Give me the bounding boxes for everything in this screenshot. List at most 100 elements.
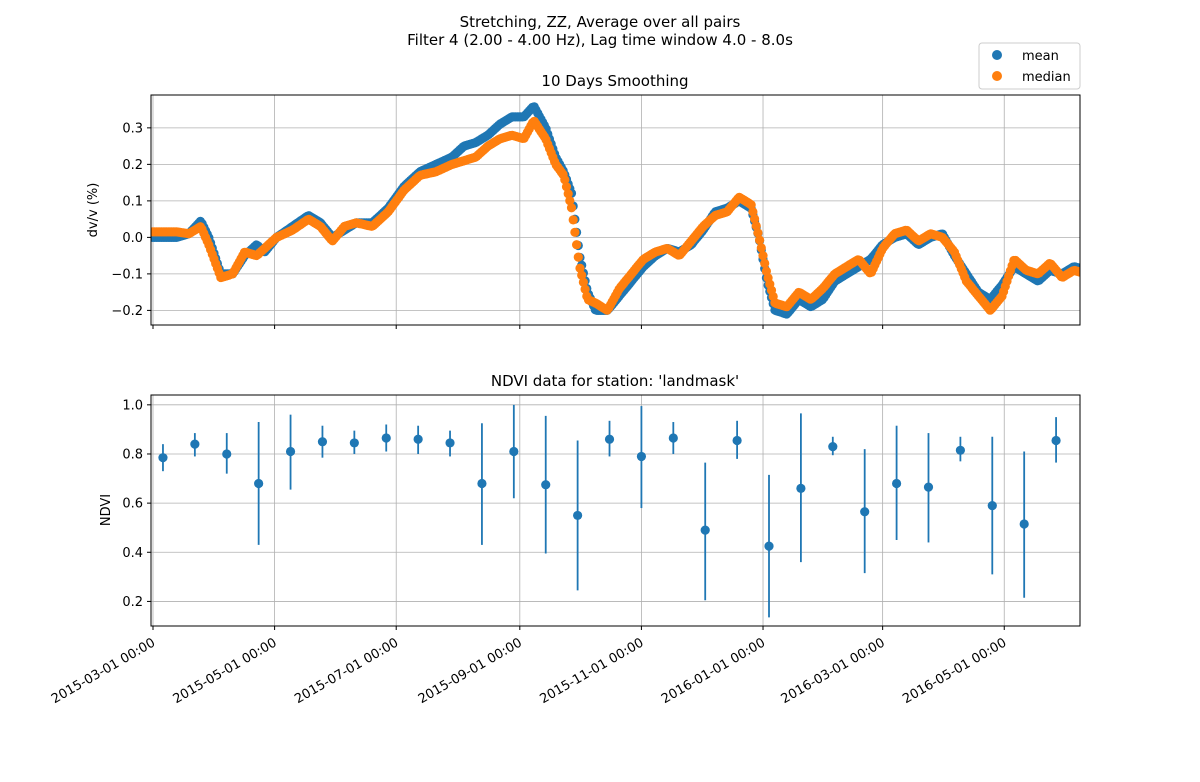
ndvi-point xyxy=(445,438,455,448)
series-median-point xyxy=(753,228,763,238)
ndvi-point xyxy=(541,480,551,490)
ndvi-y-tick-label: 1.0 xyxy=(122,398,143,413)
ndvi-errorbar xyxy=(285,414,296,490)
ndvi-errorbar xyxy=(891,425,902,540)
ndvi-errorbar xyxy=(764,474,774,618)
dvv-y-axis-label: dv/v (%) xyxy=(86,183,101,238)
series-median-point xyxy=(573,252,583,262)
ndvi-point xyxy=(828,442,838,452)
ndvi-axes-frame xyxy=(150,394,1081,627)
ndvi-errorbar xyxy=(158,444,168,472)
ndvi-errorbar xyxy=(445,430,455,457)
ndvi-point xyxy=(860,507,870,517)
dvv-y-tick-label: −0.1 xyxy=(111,267,143,282)
series-median-point xyxy=(756,243,766,253)
ndvi-y-tick-label: 0.4 xyxy=(122,546,143,561)
ndvi-errorbar xyxy=(509,404,519,499)
dvv-x-ticks xyxy=(152,325,1005,329)
ndvi-errorbar xyxy=(254,422,264,545)
legend-mean-marker xyxy=(992,50,1002,60)
ndvi-point xyxy=(1051,435,1061,446)
ndvi-y-tick-label: 0.6 xyxy=(122,497,143,512)
series-median-point xyxy=(577,270,587,280)
ndvi-y-axis-label: NDVI xyxy=(99,494,114,526)
ndvi-point xyxy=(285,446,296,457)
dvv-y-tick-label: −0.2 xyxy=(111,304,143,319)
series-median-point xyxy=(760,258,770,268)
series-median-point xyxy=(560,175,570,185)
ndvi-points xyxy=(158,404,1061,618)
ndvi-y-tick-label: 0.2 xyxy=(122,595,143,610)
ndvi-y-ticks: 0.2 0.4 0.6 0.8 1.0 xyxy=(122,398,151,610)
ndvi-errorbar xyxy=(477,423,487,545)
figure-suptitle-line2: Filter 4 (2.00 - 4.00 Hz), Lag time wind… xyxy=(407,31,793,49)
ndvi-point xyxy=(636,451,647,462)
ndvi-point xyxy=(732,435,742,446)
ndvi-errorbar xyxy=(732,420,742,459)
ndvi-point xyxy=(477,478,487,489)
ndvi-point xyxy=(891,478,902,489)
ndvi-errorbar xyxy=(987,436,997,575)
ndvi-errorbar xyxy=(636,406,647,509)
series-median-point xyxy=(570,227,580,237)
legend: mean median xyxy=(978,42,1081,90)
ndvi-point xyxy=(700,525,710,535)
ndvi-point xyxy=(573,510,583,521)
ndvi-errorbars xyxy=(158,404,1061,618)
ndvi-errorbar xyxy=(860,449,870,574)
ndvi-errorbar xyxy=(828,436,838,456)
dvv-series xyxy=(151,102,1080,319)
series-median-point xyxy=(563,189,573,199)
dvv-y-tick-label: 0.0 xyxy=(122,231,143,246)
legend-mean-label: mean xyxy=(1022,49,1059,64)
dvv-y-tick-label: 0.3 xyxy=(122,121,143,136)
dvv-y-tick-label: 0.2 xyxy=(122,158,143,173)
ndvi-errorbar xyxy=(541,415,551,554)
ndvi-point xyxy=(796,483,806,493)
dvv-y-ticks: −0.2 −0.1 0.0 0.1 0.2 0.3 xyxy=(111,121,151,319)
series-median-point xyxy=(561,182,572,192)
series-median-point xyxy=(758,251,768,261)
ndvi-errorbar xyxy=(1051,417,1061,463)
series-median-point xyxy=(748,207,758,217)
ndvi-errorbar xyxy=(381,424,391,452)
ndvi-errorbar xyxy=(1019,451,1029,598)
ndvi-grid xyxy=(151,395,1080,626)
series-median-point xyxy=(566,203,577,213)
ndvi-errorbar xyxy=(796,413,806,563)
series-median-point xyxy=(755,235,765,245)
ndvi-point xyxy=(254,478,264,489)
dvv-y-tick-label: 0.1 xyxy=(122,194,143,209)
series-median-point xyxy=(572,240,582,250)
series-median xyxy=(151,116,1080,315)
series-median-point xyxy=(575,263,585,273)
ndvi-point xyxy=(509,446,519,457)
ndvi-point xyxy=(668,433,678,443)
ndvi-point xyxy=(955,445,965,455)
ndvi-y-tick-label: 0.8 xyxy=(122,447,143,462)
ndvi-errorbar xyxy=(349,430,359,454)
legend-median-label: median xyxy=(1022,70,1071,85)
ndvi-point xyxy=(987,500,997,511)
ndvi-errorbar xyxy=(190,433,200,457)
legend-median-marker xyxy=(992,71,1002,81)
ndvi-errorbar xyxy=(222,433,232,474)
ndvi-errorbar xyxy=(413,425,423,454)
ndvi-errorbar xyxy=(668,422,678,454)
ndvi-point xyxy=(317,437,328,447)
ndvi-errorbar xyxy=(573,440,583,591)
ndvi-point xyxy=(413,434,423,444)
dvv-axes-frame xyxy=(150,94,1081,326)
series-median-point xyxy=(565,196,575,206)
series-median-point xyxy=(578,277,589,287)
ndvi-point xyxy=(158,453,168,463)
ndvi-errorbar xyxy=(604,420,615,457)
series-median-point xyxy=(751,221,761,231)
dvv-panel: 10 Days Smoothing −0.2 −0.1 0.0 0.1 0.2 0.3 d… xyxy=(86,42,1081,329)
ndvi-point xyxy=(349,438,359,448)
dvv-panel-title: 10 Days Smoothing xyxy=(541,72,688,90)
figure-suptitle-line1: Stretching, ZZ, Average over all pairs xyxy=(460,13,741,31)
ndvi-point xyxy=(190,439,200,449)
